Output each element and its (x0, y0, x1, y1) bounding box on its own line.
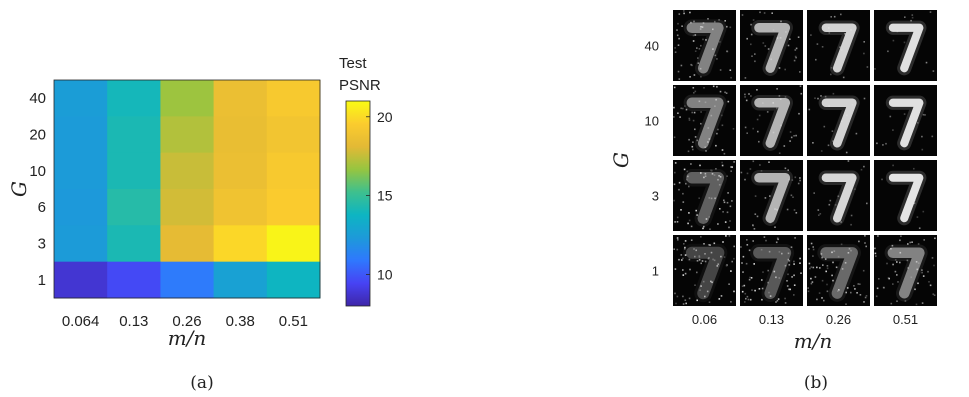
grid-y-axis-label: G (609, 152, 633, 168)
heatmap-x-axis-label: m/n (168, 326, 207, 350)
reconstruction-tile (740, 160, 803, 231)
heatmap-cell (266, 189, 321, 226)
heatmap-cell (160, 225, 215, 263)
colorbar-tick-label: 15 (377, 188, 393, 204)
colorbar-title-line1: Test (339, 55, 367, 72)
heatmap-frame (53, 79, 321, 299)
heatmap-cells (54, 80, 321, 299)
heatmap-cell (160, 152, 215, 190)
heatmap-cell (54, 80, 108, 117)
heatmap-cell (54, 189, 108, 226)
heatmap-y-tick-label: 20 (29, 127, 46, 144)
reconstruction-tile (740, 10, 803, 81)
reconstruction-grid (673, 10, 937, 306)
reconstruction-tile (874, 235, 937, 306)
reconstruction-tile (673, 160, 736, 231)
grid-y-tick-label: 1 (652, 264, 659, 279)
grid-x-tick-label: 0.26 (826, 312, 851, 327)
reconstruction-tile (807, 235, 870, 306)
heatmap-y-ticks: 40 20 10 6 3 1 (29, 90, 46, 289)
caption-a: (a) (190, 373, 213, 393)
grid-y-tick-label: 3 (652, 189, 659, 204)
heatmap-y-tick-label: 10 (29, 163, 46, 180)
heatmap-cell (54, 152, 108, 190)
caption-b: (b) (804, 373, 828, 393)
grid-x-axis-label: m/n (794, 329, 833, 353)
heatmap-x-tick-label: 0.26 (172, 313, 201, 330)
grid-x-tick-label: 0.13 (759, 312, 784, 327)
reconstruction-tile (673, 85, 736, 156)
grid-y-tick-label: 10 (645, 114, 659, 129)
colorbar-title-line2: PSNR (339, 77, 381, 94)
heatmap-cell (213, 152, 268, 190)
heatmap-cell (160, 116, 215, 154)
heatmap-x-tick-label: 0.38 (226, 313, 255, 330)
heatmap-cell (54, 261, 108, 299)
heatmap-cell (213, 116, 268, 154)
heatmap-cell (213, 225, 268, 263)
reconstruction-tile (807, 10, 870, 81)
panel-b: 0.06 0.13 0.26 0.51 40 10 3 1 m/n G (b) (609, 10, 937, 393)
colorbar-ticks: 20 15 10 (366, 109, 393, 282)
colorbar-tick-label: 10 (377, 266, 393, 282)
reconstruction-tile (673, 10, 736, 81)
reconstruction-tile (874, 160, 937, 231)
grid-x-tick-label: 0.51 (893, 312, 918, 327)
reconstruction-tile (807, 85, 870, 156)
colorbar-tick-label: 20 (377, 109, 393, 125)
heatmap-cell (107, 80, 161, 117)
heatmap-cell (107, 152, 161, 190)
heatmap-y-axis-label: G (7, 181, 31, 197)
colorbar (345, 100, 371, 307)
heatmap-x-ticks: 0.064 0.13 0.26 0.38 0.51 (62, 313, 308, 330)
heatmap-cell (160, 189, 215, 226)
reconstruction-tile (740, 85, 803, 156)
heatmap-y-tick-label: 1 (38, 272, 46, 289)
heatmap-cell (266, 261, 321, 299)
heatmap-cell (160, 80, 215, 117)
heatmap-cell (107, 225, 161, 263)
heatmap-x-tick-label: 0.51 (279, 313, 308, 330)
heatmap-cell (107, 116, 161, 154)
heatmap-x-tick-label: 0.13 (119, 313, 148, 330)
heatmap-cell (107, 261, 161, 299)
reconstruction-tile (673, 235, 736, 306)
heatmap-cell (54, 116, 108, 154)
heatmap-cell (266, 116, 321, 154)
heatmap-cell (213, 261, 268, 299)
heatmap-cell (160, 261, 215, 299)
heatmap-cell (107, 189, 161, 226)
reconstruction-tile (874, 85, 937, 156)
heatmap-y-tick-label: 3 (38, 236, 46, 253)
grid-x-ticks: 0.06 0.13 0.26 0.51 (692, 312, 918, 327)
heatmap-cell (266, 225, 321, 263)
heatmap-x-tick-label: 0.064 (62, 313, 100, 330)
grid-y-ticks: 40 10 3 1 (645, 39, 659, 279)
grid-y-tick-label: 40 (645, 39, 659, 54)
reconstruction-tile (874, 10, 937, 81)
grid-x-tick-label: 0.06 (692, 312, 717, 327)
heatmap-y-tick-label: 6 (38, 199, 46, 216)
panel-a: 0.064 0.13 0.26 0.38 0.51 40 20 10 6 3 1 m/n G 20… (7, 55, 393, 393)
heatmap-cell (266, 152, 321, 190)
heatmap-cell (54, 225, 108, 263)
heatmap-cell (213, 189, 268, 226)
heatmap-y-tick-label: 40 (29, 90, 46, 107)
heatmap-cell (266, 80, 321, 117)
heatmap-cell (213, 80, 268, 117)
reconstruction-tile (740, 235, 803, 306)
reconstruction-tile (807, 160, 870, 231)
